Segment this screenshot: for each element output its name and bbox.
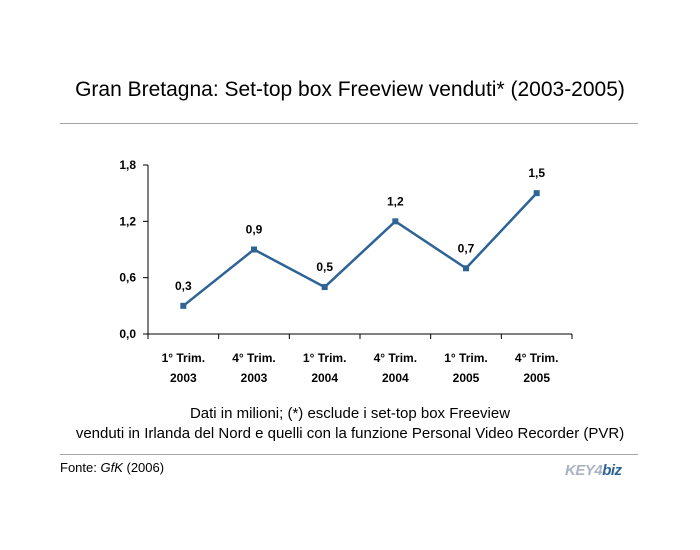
data-point-marker: [251, 246, 257, 253]
source-credit: Fonte: GfK (2006): [60, 460, 164, 475]
data-label: 0,7: [458, 241, 475, 255]
data-label: 1,5: [528, 166, 545, 180]
title-divider: [60, 123, 638, 124]
data-label: 1,2: [387, 194, 404, 208]
x-tick-label-quarter: 1° Trim.: [444, 351, 487, 365]
y-tick-label: 0,6: [119, 271, 136, 285]
series-line: [182, 192, 538, 307]
line-chart: 0,0 0,6 1,2 1,8 1° Trim. 2003 4° Trim. 2003 1° T…: [119, 158, 573, 385]
y-tick-label: 1,8: [119, 158, 136, 172]
chart-note-line-2: venduti in Irlanda del Nord e quelli con…: [75, 425, 625, 442]
x-tick-label-quarter: 1° Trim.: [303, 351, 346, 365]
source-prefix: Fonte:: [60, 460, 101, 475]
logo-part-biz: biz: [602, 462, 622, 479]
x-tick-label-quarter: 4° Trim.: [515, 351, 558, 365]
x-tick-label-year: 2004: [382, 371, 409, 385]
y-tick-label: 1,2: [119, 214, 136, 228]
x-tick-label-year: 2005: [453, 371, 480, 385]
data-point-marker: [463, 265, 469, 272]
chart-note-line-1: Dati in milioni; (*) esclude i set-top b…: [189, 405, 511, 422]
source-name: GfK: [100, 460, 123, 475]
page-title: Gran Bretagna: Set-top box Freeview vend…: [75, 78, 625, 101]
data-label: 0,9: [246, 223, 263, 237]
data-point-marker: [392, 218, 399, 225]
data-point-marker: [180, 302, 187, 309]
x-tick-label-quarter: 4° Trim.: [232, 351, 275, 365]
data-point-marker: [321, 284, 328, 291]
x-tick-label-quarter: 1° Trim.: [162, 351, 205, 365]
data-label: 0,3: [175, 279, 192, 293]
data-point-marker: [533, 190, 540, 197]
x-tick-label-quarter: 4° Trim.: [374, 351, 417, 365]
data-label: 0,5: [316, 260, 333, 274]
logo-part-key4: KEY4: [565, 462, 603, 479]
x-tick-label-year: 2003: [170, 371, 197, 385]
footer-divider: [60, 454, 638, 455]
x-tick-label-year: 2005: [523, 371, 550, 385]
y-tick-label: 0,0: [119, 327, 136, 341]
x-tick-label-year: 2003: [241, 371, 268, 385]
source-year: (2006): [122, 460, 165, 475]
x-tick-label-year: 2004: [311, 371, 338, 385]
key4biz-logo: KEY4biz: [565, 462, 622, 479]
